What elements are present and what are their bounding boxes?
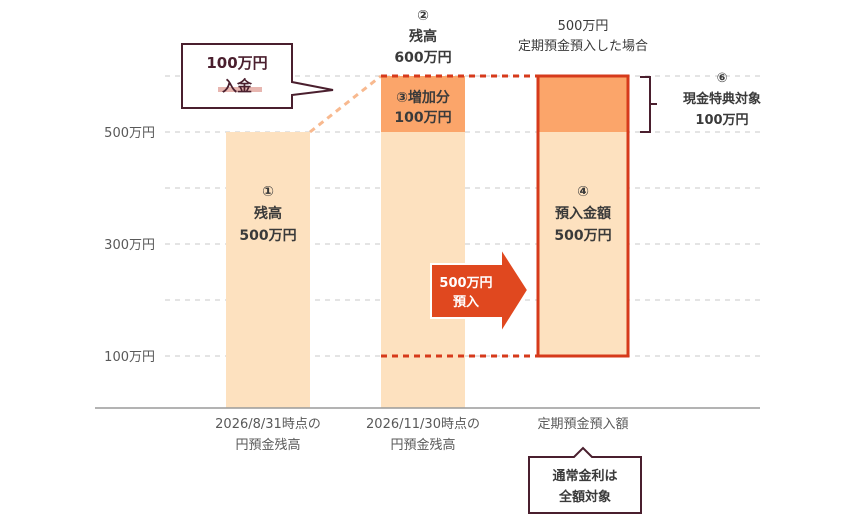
deposit-callout-text: 入金 (222, 77, 253, 95)
segment-label: 100万円 (394, 110, 451, 126)
segment-label: ③増加分 (396, 89, 450, 106)
bar-label: ① (262, 184, 274, 200)
rate-callout-text: 全額対象 (558, 489, 611, 505)
bonus-bracket (640, 76, 657, 133)
category-label: 円預金残高 (390, 437, 455, 453)
deposit-arrow (430, 244, 530, 337)
category-label: 2026/8/31時点の (215, 417, 321, 432)
bar-segment (226, 132, 310, 408)
bar-label: ④ (577, 184, 589, 200)
arrow-label: 500万円 (439, 276, 492, 291)
bar-top-label: 残高 (409, 28, 437, 45)
bar-label: 500万円 (554, 228, 611, 244)
category-label: 定期預金預入額 (537, 416, 628, 432)
bonus-label: ⑥ (716, 71, 727, 86)
bar-segment (538, 76, 628, 132)
deposit-callout-text: 100万円 (206, 54, 267, 72)
y-tick-label: 100万円 (104, 350, 155, 365)
bar-label: 残高 (254, 205, 282, 222)
bar-top-label: 600万円 (394, 50, 451, 66)
bar-top-label: ② (417, 8, 429, 24)
bar-segment (381, 76, 465, 132)
bar-label: 預入金額 (555, 205, 611, 222)
deposit-outline (536, 74, 630, 358)
rate-callout-text: 通常金利は (552, 468, 617, 484)
category-label: 2026/11/30時点の (366, 417, 480, 432)
bar-top-label: 500万円 (558, 19, 609, 34)
y-tick-label: 500万円 (104, 126, 155, 141)
bar-segment (538, 132, 628, 356)
bar-top-label: 定期預金預入した場合 (518, 38, 648, 54)
rate-callout (528, 446, 642, 514)
arrow-label: 預入 (453, 295, 479, 310)
bar-label: 500万円 (239, 228, 296, 244)
bonus-label: 現金特典対象 (683, 91, 761, 107)
increase-connector (309, 74, 382, 134)
y-tick-label: 300万円 (104, 238, 155, 253)
bonus-label: 100万円 (695, 113, 748, 128)
category-label: 円預金残高 (235, 437, 300, 453)
callout-underline (218, 87, 262, 92)
